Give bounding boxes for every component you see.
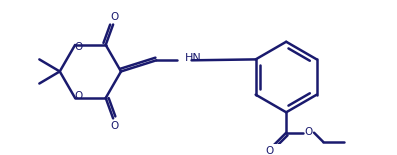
Text: O: O (110, 12, 118, 22)
Text: O: O (110, 121, 118, 131)
Text: O: O (265, 146, 274, 155)
Text: HN: HN (185, 53, 202, 63)
Text: O: O (304, 127, 312, 137)
Text: O: O (75, 91, 83, 101)
Text: O: O (75, 42, 83, 52)
